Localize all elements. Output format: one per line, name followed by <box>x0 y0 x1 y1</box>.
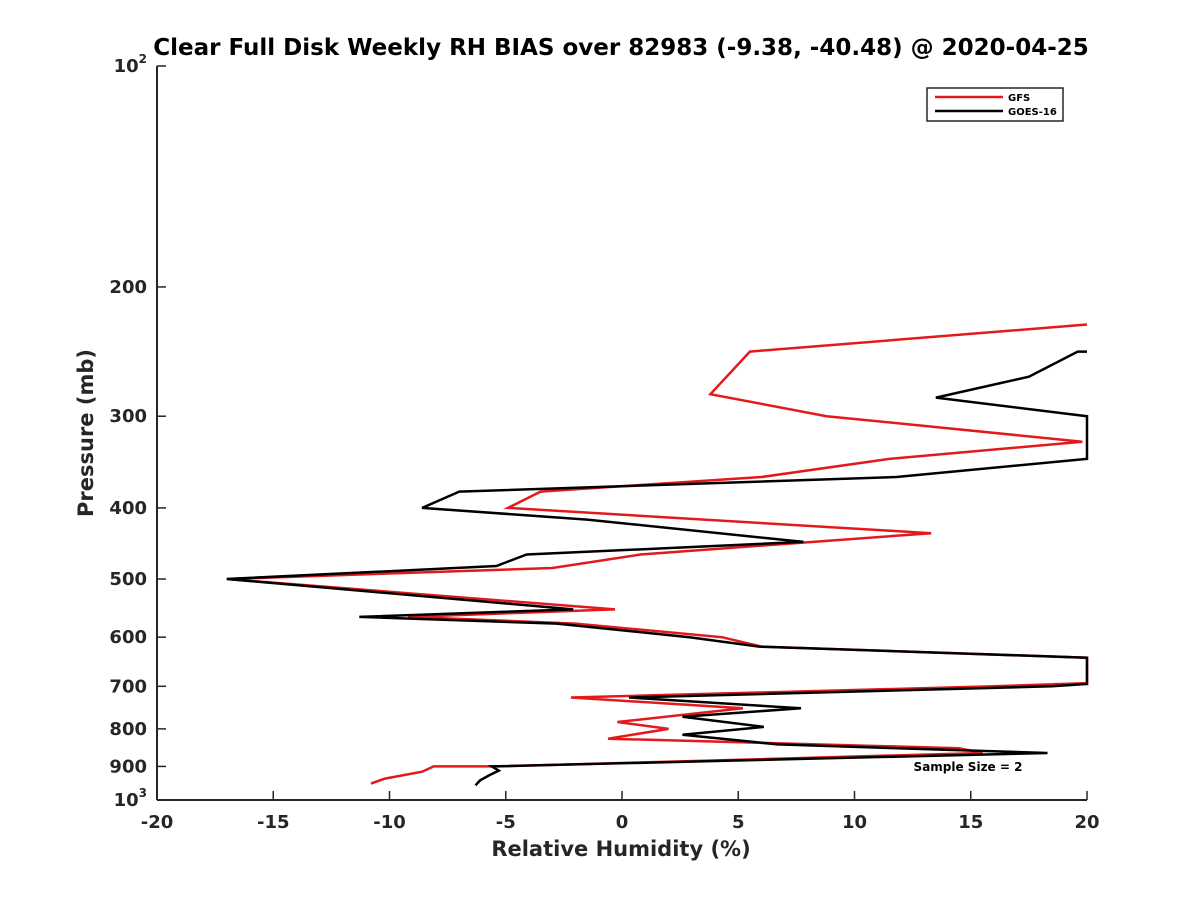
x-tick-label: 15 <box>958 812 983 833</box>
series-layer <box>226 323 1089 787</box>
chart-title: Clear Full Disk Weekly RH BIAS over 8298… <box>153 35 1089 61</box>
series-line-goes16 <box>226 350 1089 787</box>
y-tick-label: 700 <box>109 676 147 697</box>
x-tick-label: -15 <box>257 812 290 833</box>
x-tick-label: 5 <box>732 812 745 833</box>
y-tick-label: 400 <box>109 498 147 519</box>
y-tick-label: 800 <box>109 719 147 740</box>
x-tick-label: 0 <box>616 812 629 833</box>
ticks-layer: -20 -15 -10 -5 0 5 10 15 20 200 300 400 500 600 700 800… <box>109 52 1099 833</box>
y-tick-label: 900 <box>109 756 147 777</box>
legend-label-gfs: GFS <box>1008 93 1030 104</box>
y-axis-label: Pressure (mb) <box>74 349 98 517</box>
x-tick-label: 20 <box>1074 812 1099 833</box>
x-axis-label: Relative Humidity (%) <box>491 837 750 861</box>
legend: GFS GOES-16 <box>926 87 1064 122</box>
sample-size-annotation: Sample Size = 2 <box>914 760 1023 774</box>
y-tick-label: 500 <box>109 569 147 590</box>
y-tick-label-power: 102 <box>114 52 147 77</box>
y-tick-label: 300 <box>109 406 147 427</box>
legend-label-goes16: GOES-16 <box>1008 107 1057 118</box>
y-tick-label: 600 <box>109 627 147 648</box>
y-tick-label-power: 103 <box>114 786 147 811</box>
x-tick-label: -20 <box>141 812 174 833</box>
x-tick-label: 10 <box>842 812 867 833</box>
y-tick-label: 200 <box>109 277 147 298</box>
x-tick-label: -5 <box>496 812 516 833</box>
x-tick-label: -10 <box>373 812 406 833</box>
legend-box <box>926 87 1064 122</box>
